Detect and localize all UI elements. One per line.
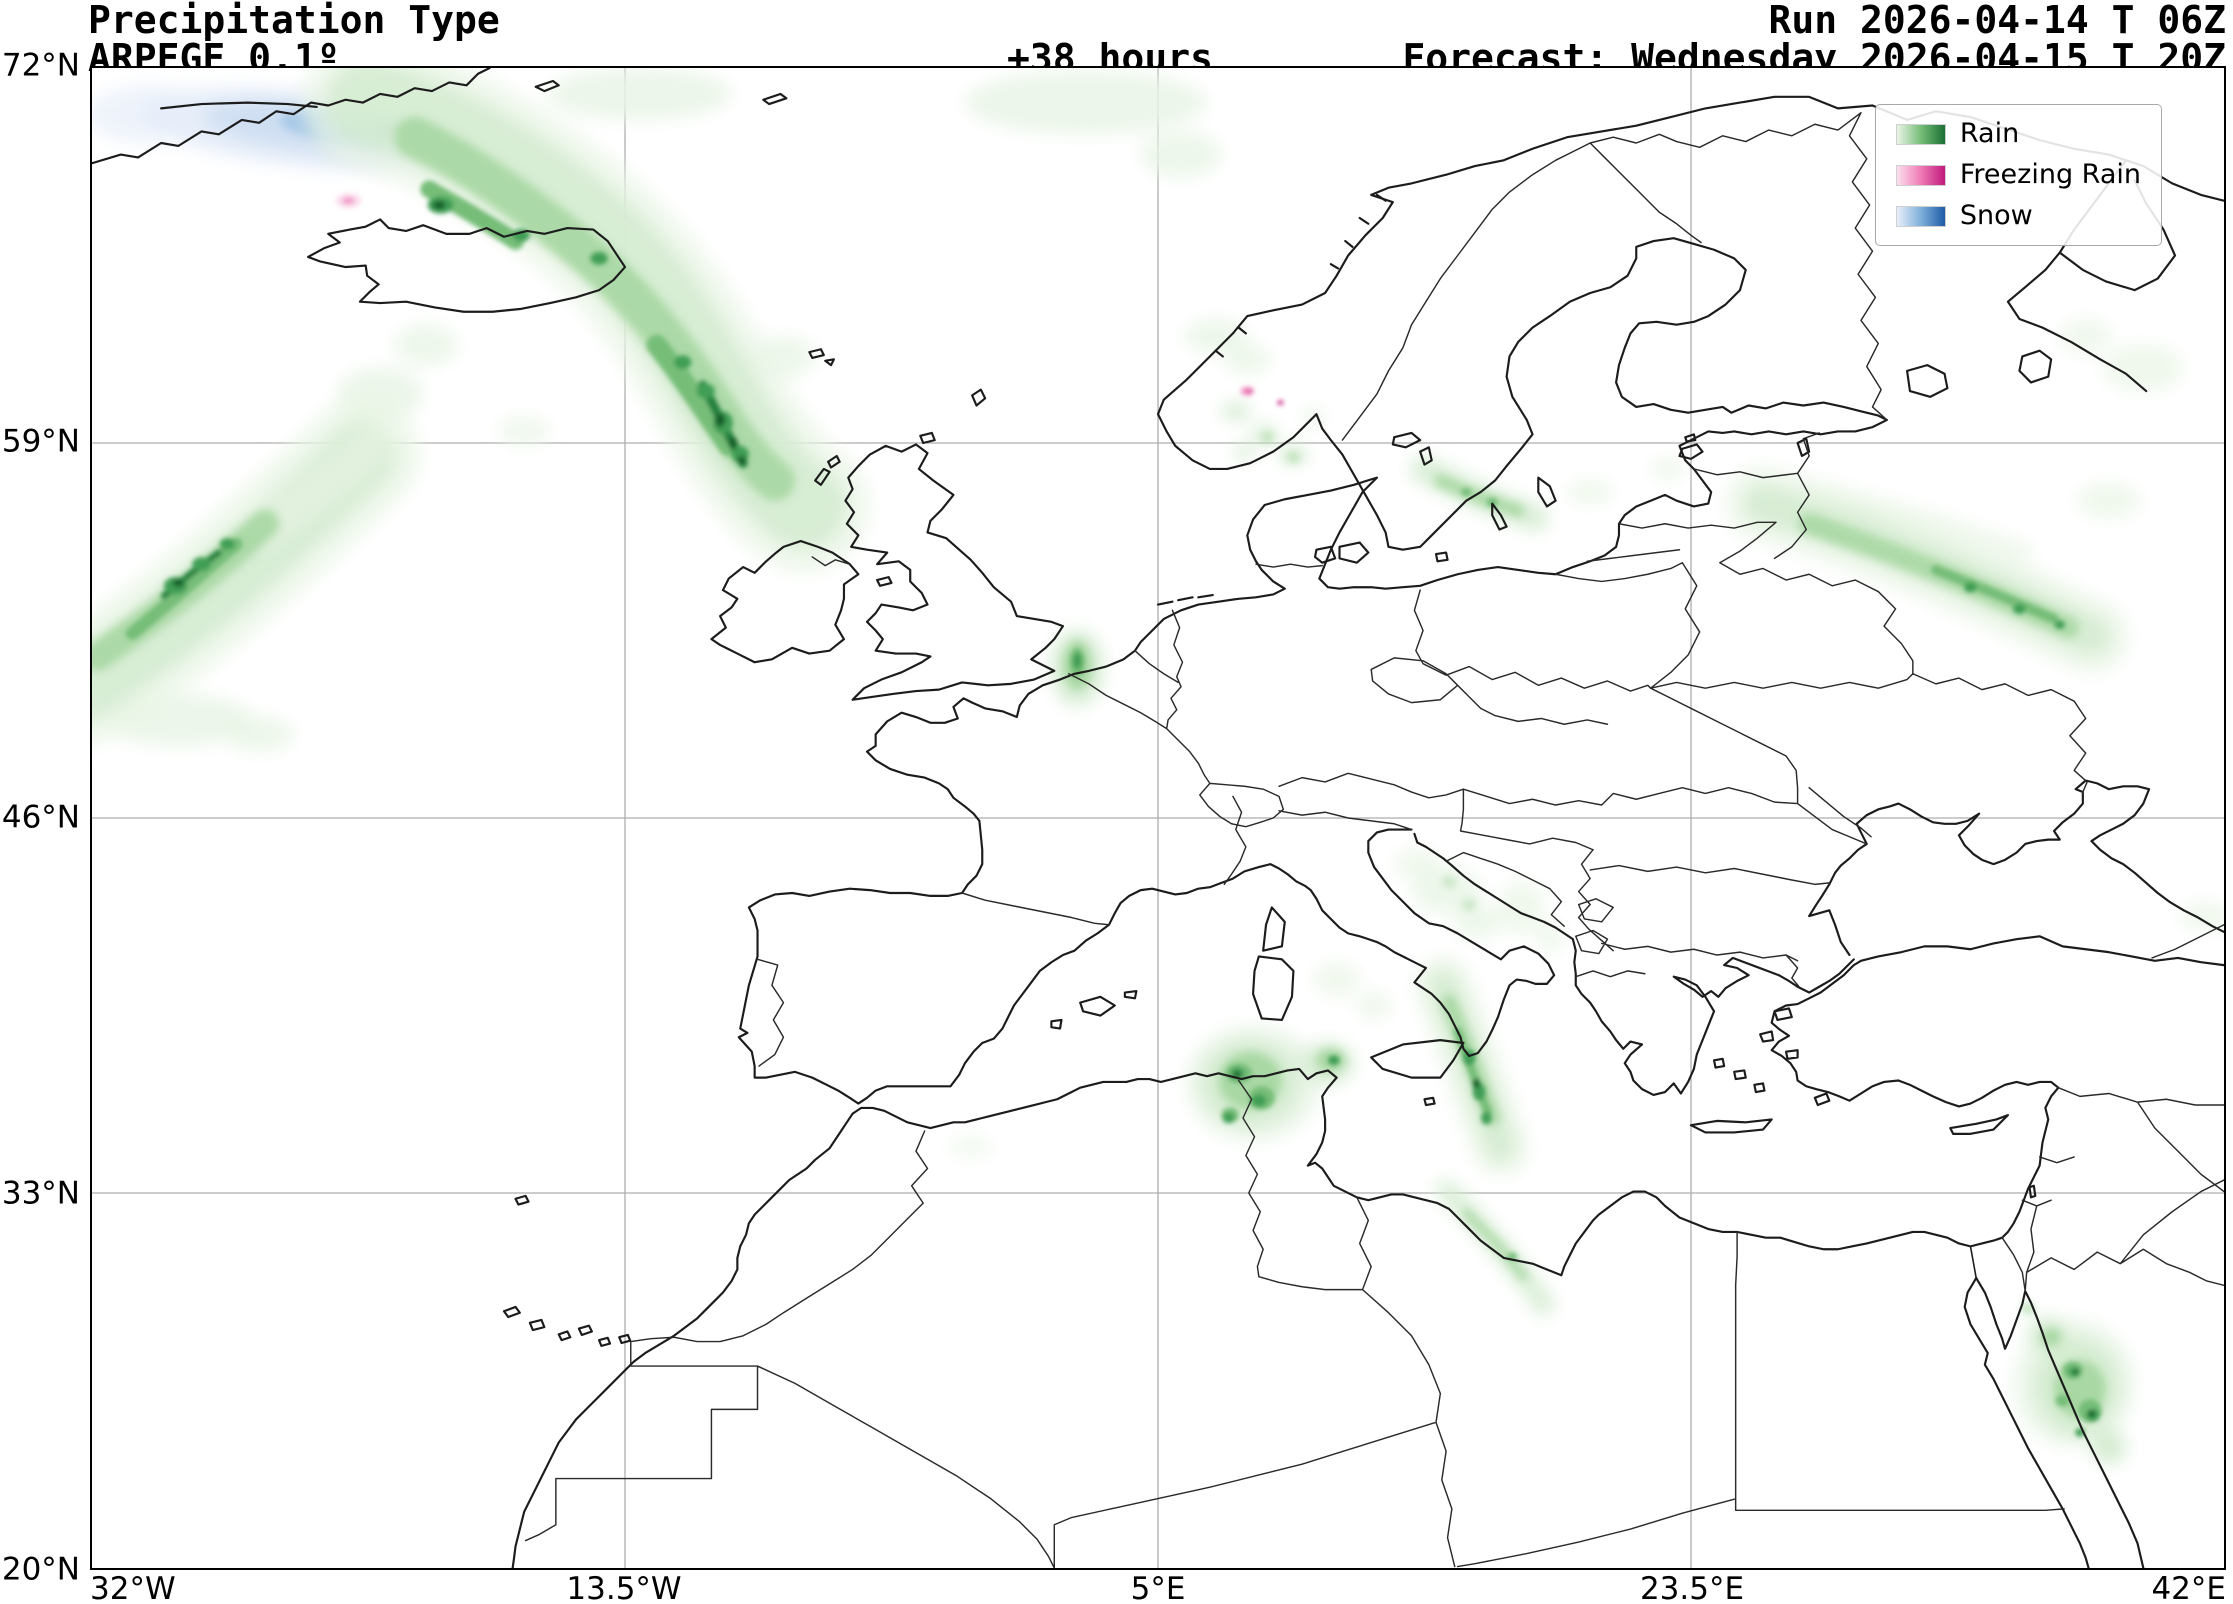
- lon-tick-5e: 5°E: [1130, 1571, 1186, 1604]
- rain-swatch: [1895, 123, 1946, 145]
- lon-tick-32w: 32°W: [90, 1571, 176, 1604]
- map-legend: Rain Freezing Rain Snow: [1874, 104, 2162, 246]
- coastline-adriatic-aegean: [1413, 832, 1855, 1097]
- legend-item-freezing-rain: Freezing Rain: [1895, 159, 2141, 190]
- figure-title: Precipitation Type: [88, 0, 500, 42]
- lon-tick-42e: 42°E: [2151, 1571, 2226, 1604]
- map-plot-area: Rain Freezing Rain Snow: [90, 66, 2226, 1570]
- coastline-iceland: [307, 218, 627, 313]
- legend-item-rain: Rain: [1895, 118, 2141, 149]
- map-canvas: [92, 68, 2224, 1568]
- lakes: [1391, 349, 2053, 1199]
- run-label: Run 2026-04-14 T 06Z: [1768, 0, 2226, 42]
- coastline-eurasia-west: [737, 95, 1909, 1105]
- borders-middle-east: [2001, 924, 2224, 1292]
- lon-tick-135w: 13.5°W: [566, 1571, 682, 1604]
- coastline-red-sea-africa: [1963, 1277, 2090, 1568]
- borders-west-europe: [756, 556, 1285, 1067]
- rain-shading: [92, 68, 2224, 1465]
- suez-canal: [1969, 1245, 1978, 1279]
- mediterranean-islands: [1050, 906, 2009, 1135]
- coastline-sinai-arabia: [1975, 1277, 2145, 1568]
- coastline-greenland: [92, 68, 491, 165]
- coastline-turkey-africa: [511, 935, 2224, 1568]
- atlantic-islands: [502, 79, 987, 1347]
- lat-tick-33n: 33°N: [1, 1175, 80, 1212]
- freezing-rain-shading: [335, 193, 1284, 405]
- baltic-islands: [1313, 433, 1704, 564]
- coastline-britain: [844, 443, 1065, 701]
- lat-tick-59n: 59°N: [1, 423, 80, 460]
- snow-swatch: [1895, 205, 1946, 227]
- greenland-fjord: [160, 101, 318, 110]
- lat-tick-72n: 72°N: [1, 47, 80, 84]
- coastline-black-sea: [1808, 779, 2224, 957]
- lat-tick-20n: 20°N: [1, 1551, 80, 1588]
- coastlines: [92, 68, 2224, 1568]
- borders-central-europe: [1255, 563, 1652, 851]
- coastal-islets: [1156, 193, 1387, 606]
- rain-label: Rain: [1959, 118, 2020, 149]
- borders-north-africa: [524, 1079, 2065, 1568]
- country-borders: [524, 111, 2224, 1568]
- freezing-rain-swatch: [1895, 164, 1946, 186]
- snow-label: Snow: [1959, 200, 2033, 231]
- lon-tick-235e: 23.5°E: [1639, 1571, 1745, 1604]
- freezing-rain-label: Freezing Rain: [1959, 159, 2141, 190]
- legend-item-snow: Snow: [1895, 200, 2141, 231]
- coastline-ireland: [710, 539, 860, 664]
- lat-tick-46n: 46°N: [1, 799, 80, 836]
- graticule: [92, 68, 2224, 1568]
- borders-east-europe: [1341, 111, 2088, 988]
